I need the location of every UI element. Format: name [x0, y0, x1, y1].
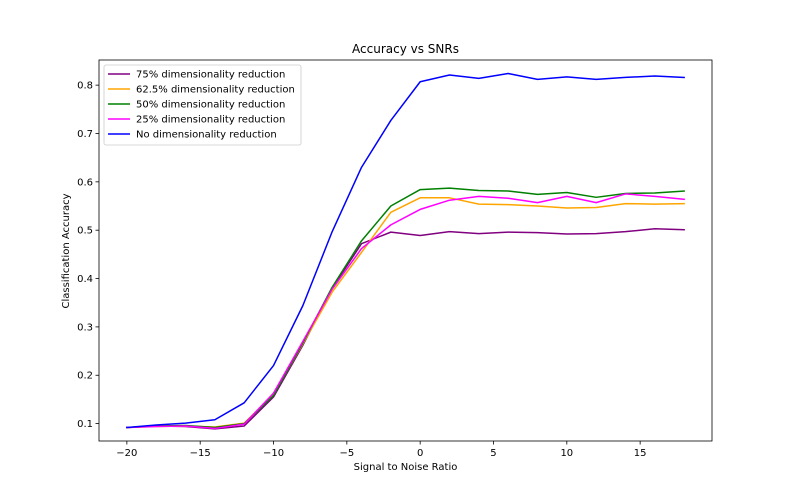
legend-label-0: 75% dimensionality reduction — [136, 70, 285, 81]
y-tick-label: 0.7 — [77, 129, 93, 140]
y-tick-label: 0.2 — [77, 371, 93, 382]
x-tick-label: 0 — [417, 448, 423, 459]
legend: 75% dimensionality reduction 62.5% dimens… — [103, 64, 302, 146]
legend-label-4: No dimensionality reduction — [136, 130, 277, 141]
y-tick-label: 0.6 — [77, 177, 93, 188]
y-tick-label: 0.5 — [77, 226, 93, 237]
y-tick-label: 0.1 — [77, 419, 93, 430]
x-tick-label: 5 — [490, 448, 496, 459]
x-tick-label: −15 — [190, 448, 211, 459]
series-line-3 — [126, 193, 685, 430]
y-tick-label: 0.4 — [77, 274, 93, 285]
x-tick-label: −20 — [116, 448, 137, 459]
legend-label-3: 25% dimensionality reduction — [136, 115, 285, 126]
series-line-2 — [126, 187, 685, 429]
y-axis: 0.1 0.2 0.3 0.4 0.5 0.6 0.7 0.8 — [77, 81, 99, 430]
plot-area — [98, 59, 713, 442]
legend-label-1: 62.5% dimensionality reduction — [136, 85, 295, 96]
x-tick-label: 15 — [634, 448, 647, 459]
chart-title: Accuracy vs SNRs — [352, 42, 459, 56]
legend-label-2: 50% dimensionality reduction — [136, 100, 285, 111]
y-tick-label: 0.8 — [77, 81, 93, 92]
y-axis-title: Classification Accuracy — [61, 193, 72, 308]
x-tick-label: −5 — [339, 448, 354, 459]
legend-box — [103, 64, 302, 146]
x-tick-label: 10 — [560, 448, 573, 459]
x-axis: −20 −15 −10 −5 0 5 10 15 — [116, 441, 647, 459]
plot-frame — [98, 59, 713, 442]
x-axis-title: Signal to Noise Ratio — [354, 462, 458, 473]
series-line-4 — [126, 72, 685, 429]
y-tick-label: 0.3 — [77, 322, 93, 333]
x-tick-label: −10 — [263, 448, 284, 459]
